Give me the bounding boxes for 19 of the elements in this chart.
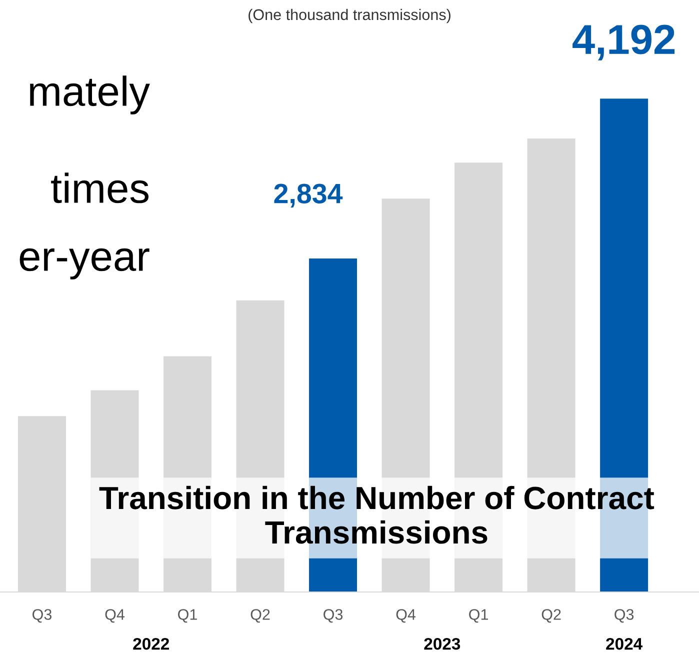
x-tick-label: Q1	[178, 609, 197, 623]
data-label: 2,834	[274, 184, 343, 208]
annotation: mately	[30, 76, 150, 114]
chart-subtitle: (One thousand transmissions)	[248, 8, 450, 24]
x-tick-label: Q3	[324, 609, 343, 623]
x-tick-label: Q3	[32, 609, 52, 623]
text: 2022	[133, 638, 169, 650]
text: 2023	[424, 638, 460, 650]
data-label: 4,192	[572, 24, 675, 60]
text: 2024	[606, 638, 643, 650]
x-tick-label: Q2	[250, 609, 270, 623]
x-tick-label: Q4	[396, 609, 416, 623]
annotation: er-year	[20, 248, 150, 280]
x-tick-label: Q1	[469, 609, 488, 623]
text: Transition in the Number of Contract Transmissions	[99, 486, 654, 544]
x-tick-label: Q2	[542, 609, 561, 623]
x-tick-label: Q4	[105, 609, 124, 623]
annotation: times	[51, 172, 148, 204]
x-tick-label: Q3	[614, 609, 634, 623]
